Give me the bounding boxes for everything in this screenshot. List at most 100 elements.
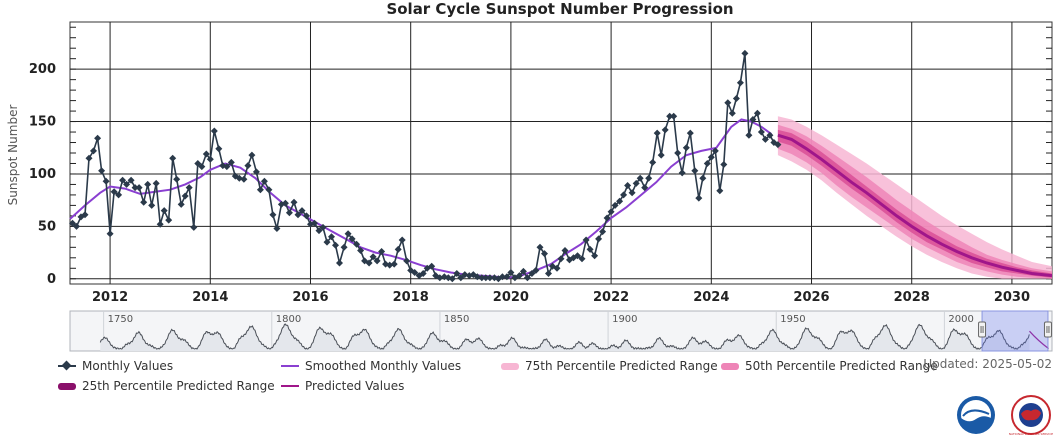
monthly-point — [248, 151, 256, 159]
monthly-point — [244, 162, 252, 170]
navigator-line — [99, 323, 1030, 350]
monthly-point — [160, 207, 168, 215]
monthly-point — [603, 214, 611, 222]
legend-item-smoothed[interactable]: Smoothed Monthly Values — [281, 359, 461, 373]
monthly-point — [135, 184, 143, 192]
monthly-point — [749, 116, 757, 123]
monthly-point — [641, 184, 649, 192]
navigator[interactable]: 1750 1800 1850 1900 1950 2000 — [69, 310, 1053, 352]
line-marker-icon — [281, 362, 299, 370]
y-tick-label: 100 — [29, 167, 56, 182]
monthly-point — [515, 272, 523, 280]
x-tick-label: 2028 — [894, 290, 930, 305]
monthly-point — [661, 126, 669, 134]
monthly-point — [394, 245, 402, 253]
monthly-point — [707, 153, 715, 161]
monthly-point — [611, 201, 619, 209]
monthly-point — [102, 177, 110, 185]
monthly-point — [348, 235, 356, 243]
nws-logo-icon: NATIONAL WEATHER SERVICE — [1009, 395, 1054, 436]
monthly-point — [724, 99, 732, 107]
monthly-point — [632, 179, 640, 187]
monthly-point — [691, 167, 699, 175]
monthly-point — [285, 209, 293, 217]
legend-item-p25[interactable]: 25th Percentile Predicted Range — [58, 379, 275, 393]
monthly-point — [181, 192, 189, 200]
monthly-point — [595, 235, 603, 243]
legend-item-monthly[interactable]: Monthly Values — [58, 359, 173, 373]
legend-item-p75[interactable]: 75th Percentile Predicted Range — [501, 359, 718, 373]
monthly-point — [165, 216, 173, 224]
monthly-point — [235, 174, 243, 182]
navigator-handle[interactable] — [1043, 321, 1052, 338]
navigator-selection[interactable] — [981, 310, 1049, 352]
monthly-point — [256, 186, 264, 194]
x-tick-label: 2024 — [693, 290, 729, 305]
monthly-point — [123, 180, 131, 188]
monthly-point — [686, 129, 694, 137]
monthly-point — [519, 267, 527, 275]
monthly-point — [90, 147, 97, 155]
monthly-point — [177, 200, 185, 208]
monthly-line — [72, 53, 779, 280]
navigator-tick-label: 2000 — [948, 314, 973, 325]
monthly-point — [411, 269, 419, 276]
monthly-point — [674, 149, 682, 157]
monthly-point — [202, 150, 210, 158]
monthly-point — [666, 112, 674, 120]
monthly-point — [478, 274, 486, 282]
band-swatch-icon — [721, 362, 739, 370]
monthly-point — [265, 186, 273, 194]
monthly-point — [298, 207, 306, 215]
monthly-point — [607, 208, 615, 216]
monthly-point — [716, 187, 724, 195]
monthly-point — [73, 222, 80, 230]
monthly-point — [561, 247, 569, 254]
monthly-point — [169, 154, 177, 162]
x-tick-label: 2012 — [92, 290, 128, 305]
monthly-point — [741, 49, 749, 57]
monthly-point — [761, 135, 769, 143]
legend-item-p50[interactable]: 50th Percentile Predicted Range — [721, 359, 938, 373]
y-tick-label: 0 — [47, 272, 56, 287]
y-tick-label: 50 — [38, 219, 56, 234]
monthly-point — [311, 219, 318, 227]
monthly-point — [294, 211, 302, 219]
monthly-point — [536, 243, 544, 251]
monthly-point — [98, 167, 106, 175]
monthly-point — [653, 129, 661, 137]
monthly-point — [210, 127, 218, 135]
monthly-point — [736, 79, 744, 87]
monthly-point — [532, 266, 540, 274]
x-tick-label: 2020 — [493, 290, 529, 305]
monthly-point — [148, 201, 156, 209]
prediction-band — [777, 116, 1052, 279]
navigator-handle[interactable] — [978, 321, 987, 338]
band-swatch-icon — [501, 362, 519, 370]
monthly-point — [545, 270, 552, 277]
plot-area: 0 50 100 150 200 2012 2014 2016 2018 2020 2022 2024… — [29, 21, 1053, 305]
monthly-point — [119, 176, 127, 184]
monthly-point — [269, 211, 277, 219]
monthly-point — [428, 262, 436, 270]
monthly-point — [194, 160, 202, 167]
monthly-point — [403, 257, 411, 265]
line-marker-icon — [281, 382, 299, 390]
nws-logo-text: NATIONAL WEATHER SERVICE — [1009, 432, 1054, 436]
monthly-point — [281, 199, 289, 207]
plot-frame — [69, 21, 1053, 285]
x-tick-label: 2014 — [192, 290, 228, 305]
legend-item-predicted[interactable]: Predicted Values — [281, 379, 404, 393]
monthly-point — [315, 227, 323, 235]
monthly-point — [110, 188, 118, 196]
monthly-point — [757, 128, 765, 136]
monthly-point — [252, 168, 260, 176]
predicted-line — [777, 133, 1053, 278]
y-tick-label: 200 — [29, 62, 56, 77]
monthly-point — [695, 194, 703, 202]
legend-label-monthly: Monthly Values — [82, 359, 174, 373]
monthly-point — [486, 274, 494, 282]
monthly-point — [578, 255, 586, 263]
monthly-point — [745, 131, 753, 139]
monthly-point — [85, 154, 93, 162]
